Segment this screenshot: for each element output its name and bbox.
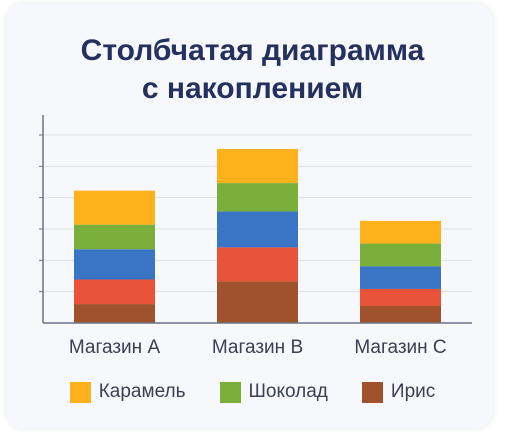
bars	[74, 149, 441, 323]
legend-item: Шоколад	[219, 381, 328, 403]
bar-segment	[360, 220, 441, 244]
category-label: Магазин B	[212, 337, 303, 358]
bar-segment	[360, 243, 441, 267]
legend-label: Карамель	[98, 381, 186, 402]
bar-segment	[74, 190, 155, 225]
bar-segment	[360, 305, 441, 323]
category-label: Магазин A	[69, 337, 161, 358]
chart-title-line-1: Столбчатая диаграмма	[80, 34, 425, 67]
bar-segment	[217, 183, 298, 212]
chart-title-line-2: с накоплением	[141, 72, 364, 105]
chart-title: Столбчатая диаграмма с накоплением	[0, 32, 505, 108]
bar-segment	[360, 288, 441, 306]
legend-item: Ирис	[361, 381, 436, 403]
bar-segment	[217, 211, 298, 248]
bar-segment	[217, 281, 298, 323]
bar-segment	[74, 279, 155, 305]
legend-item: Карамель	[69, 381, 186, 403]
category-labels: Магазин A Магазин B Магазин C	[69, 337, 447, 358]
bar-segment	[74, 249, 155, 280]
bar-segment	[360, 266, 441, 289]
bar-segment	[217, 149, 298, 184]
bar-segment	[74, 224, 155, 250]
legend-swatch	[219, 381, 241, 403]
axes	[39, 115, 472, 324]
legend-swatch	[361, 381, 383, 403]
legend-label: Ирис	[390, 381, 436, 402]
category-label: Магазин C	[354, 337, 446, 358]
legend-swatch	[69, 381, 91, 403]
legend-label: Шоколад	[248, 381, 328, 402]
legend: Карамель Шоколад Ирис	[0, 381, 505, 403]
bar-segment	[74, 304, 155, 323]
bar-segment	[217, 247, 298, 282]
